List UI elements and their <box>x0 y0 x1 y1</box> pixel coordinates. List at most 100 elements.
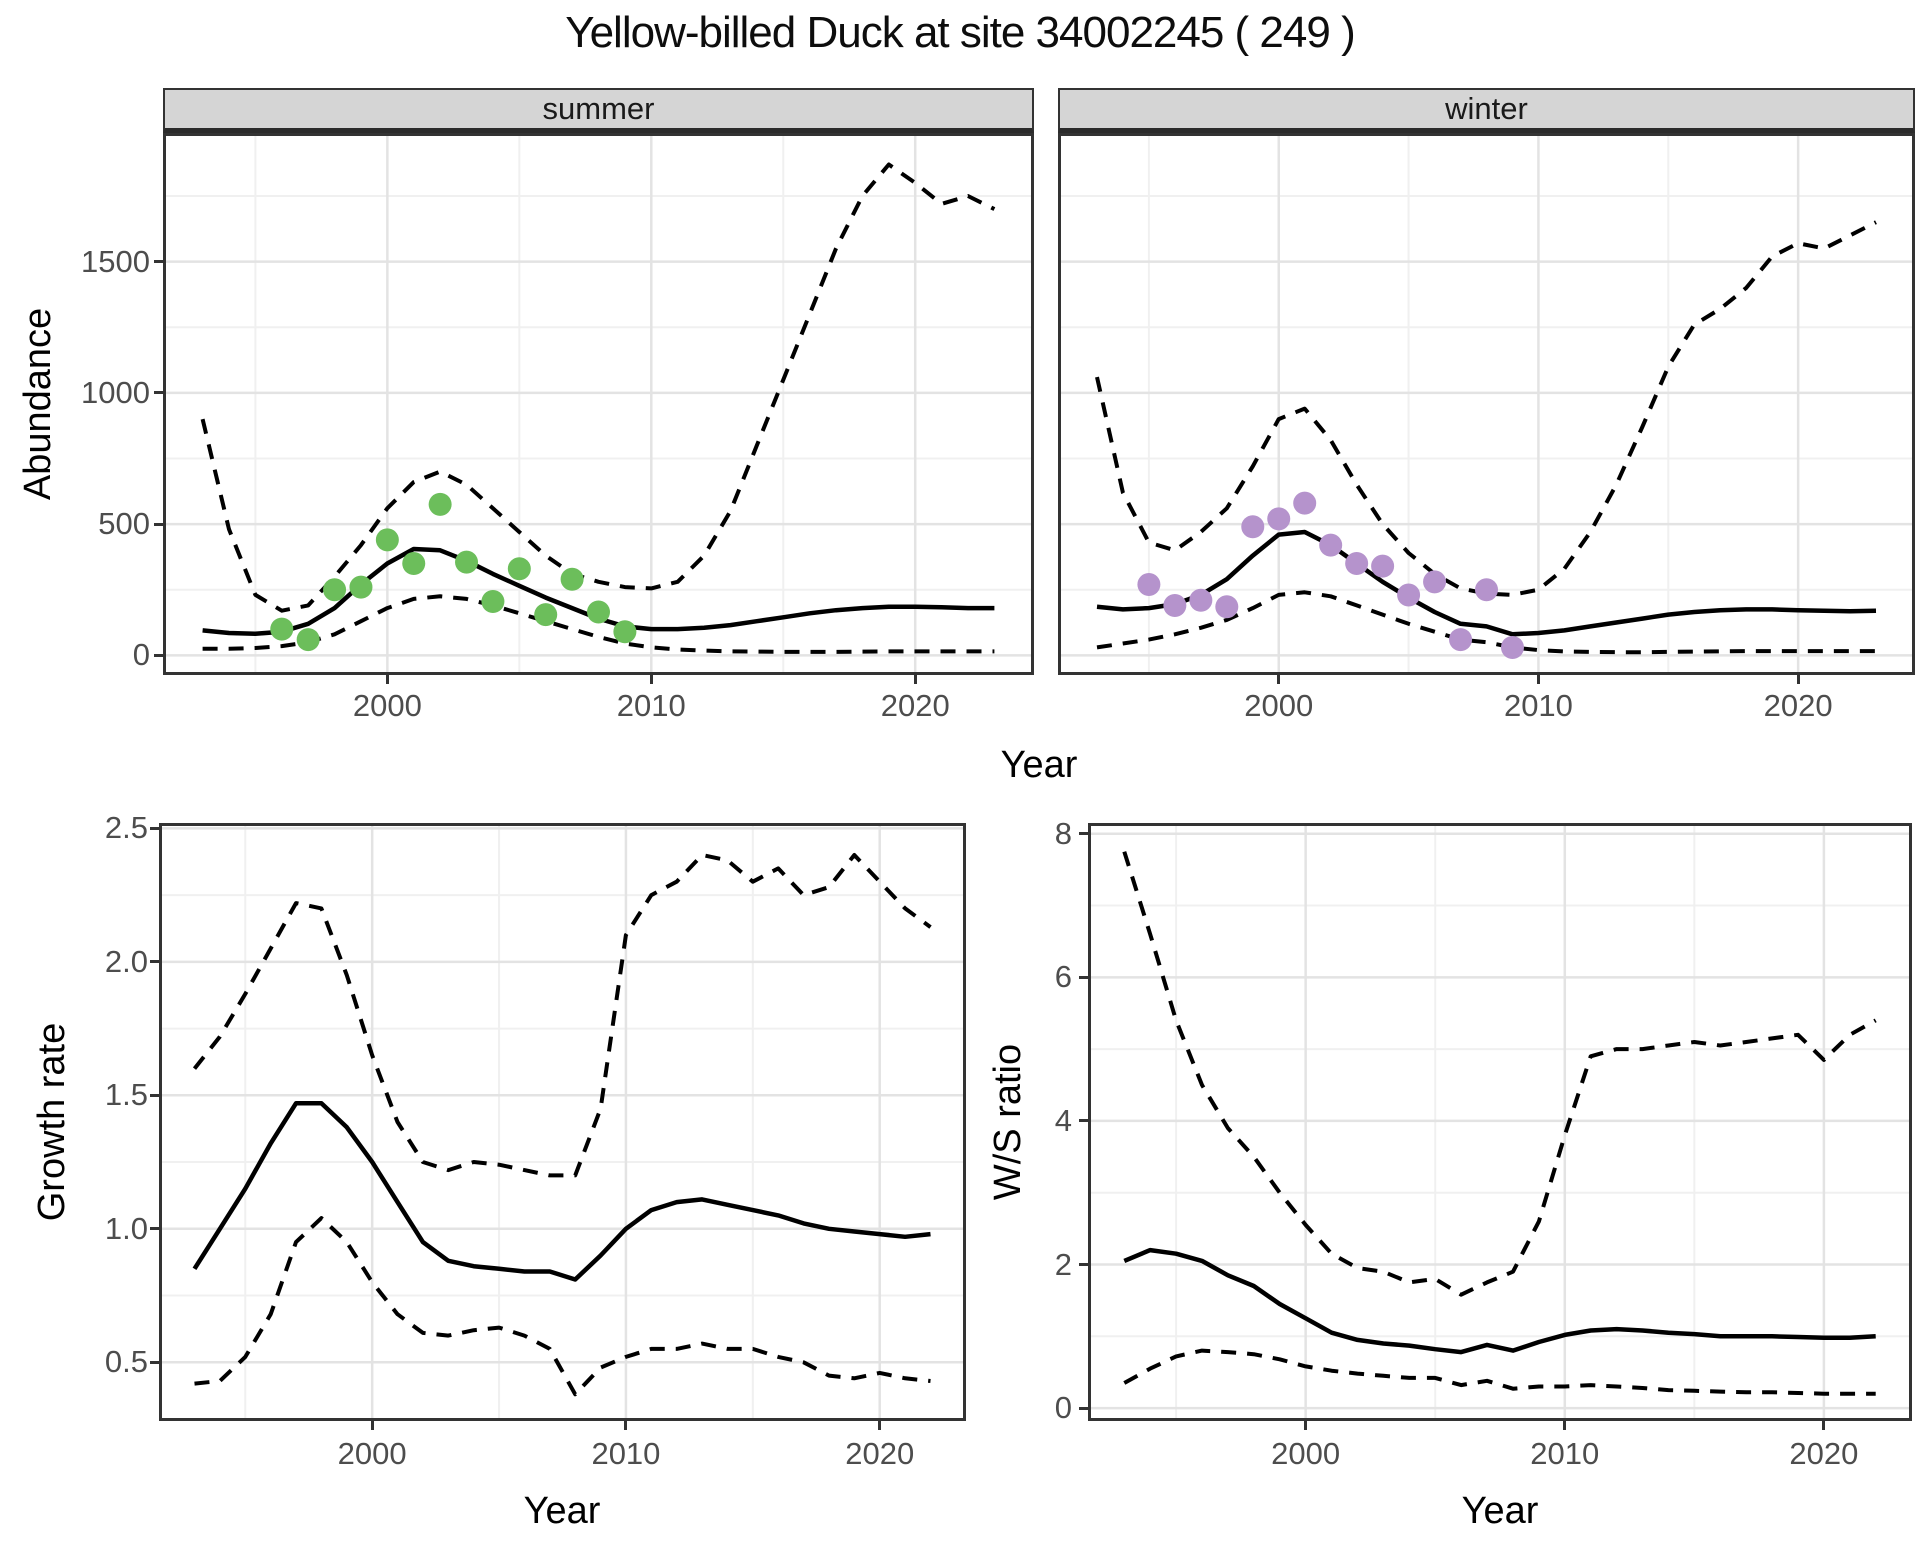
x-axis-tick-label: 2010 <box>1503 688 1573 723</box>
y-axis-tick-mark <box>150 1227 159 1231</box>
y-axis-tick-label: 0 <box>1054 1390 1072 1426</box>
plot-panel-abundance-summer <box>163 133 1034 675</box>
data-point-observed_counts <box>534 603 558 627</box>
y-axis-tick-label: 1.0 <box>104 1210 148 1246</box>
y-axis-tick-label: 6 <box>1054 959 1072 995</box>
data-point-observed_counts <box>1241 515 1265 539</box>
y-axis-tick-label: 1500 <box>81 243 150 279</box>
data-point-observed_counts <box>323 578 347 602</box>
panel-border <box>1088 823 1912 1421</box>
x-axis-tick-label: 2020 <box>845 1436 915 1471</box>
x-axis-tick-mark <box>385 675 389 684</box>
data-point-observed_counts <box>1345 551 1369 575</box>
data-point-observed_counts <box>1293 491 1317 515</box>
chart-surface <box>1088 823 1912 1421</box>
x-axis-tick-label: 2010 <box>1530 1436 1600 1471</box>
x-axis-title-year-top: Year <box>1000 744 1078 786</box>
y-axis-tick-mark <box>1079 1119 1088 1123</box>
x-axis-tick-label: 2010 <box>616 688 686 723</box>
data-point-observed_counts <box>1215 595 1239 619</box>
y-axis-tick-mark <box>150 1360 159 1364</box>
data-point-observed_counts <box>560 567 584 591</box>
series-line-ci_upper <box>192 853 932 1178</box>
x-axis-tick-label: 2000 <box>352 688 422 723</box>
x-axis-tick-mark <box>1796 675 1800 684</box>
series-line-ci_lower <box>1096 590 1876 655</box>
x-axis-tick-label: 2010 <box>591 1436 661 1471</box>
y-axis-tick-mark <box>1079 1406 1088 1410</box>
plot-panel-growth-rate <box>159 823 966 1421</box>
series-line-ci_upper <box>1095 220 1877 597</box>
data-point-observed_counts <box>1189 588 1213 612</box>
series-line-modelled_median <box>1096 529 1877 637</box>
data-point-observed_counts <box>1319 533 1343 557</box>
x-axis-tick-mark <box>878 1421 882 1430</box>
x-axis-tick-label: 2020 <box>1789 1436 1859 1471</box>
x-axis-tick-mark <box>1563 1421 1567 1430</box>
x-axis-tick-mark <box>1304 1421 1308 1430</box>
x-axis-tick-mark <box>649 675 653 684</box>
chart-surface <box>1058 133 1915 675</box>
x-axis-tick-label: 2000 <box>1244 688 1314 723</box>
facet-strip-summer: summer <box>163 88 1034 133</box>
data-point-observed_counts <box>296 628 320 652</box>
y-axis-tick-label: 8 <box>1054 815 1072 851</box>
panel-border <box>1058 133 1915 675</box>
plot-panel-abundance-winter <box>1058 133 1915 675</box>
y-axis-tick-label: 0 <box>132 637 150 673</box>
data-point-observed_counts <box>428 492 452 516</box>
data-point-observed_counts <box>1163 593 1187 617</box>
y-axis-tick-mark <box>154 522 163 526</box>
series-line-ci_upper <box>1122 851 1877 1297</box>
y-axis-tick-mark <box>150 960 159 964</box>
y-axis-tick-label: 4 <box>1054 1102 1072 1138</box>
figure-title: Yellow-billed Duck at site 34002245 ( 24… <box>565 8 1355 57</box>
y-axis-tick-label: 2.0 <box>104 943 148 979</box>
x-axis-title-year-growth: Year <box>523 1490 601 1532</box>
x-axis-tick-mark <box>1277 675 1281 684</box>
x-axis-tick-mark <box>1822 1421 1826 1430</box>
data-point-observed_counts <box>613 620 637 644</box>
y-axis-tick-mark <box>1079 1263 1088 1266</box>
y-axis-tick-label: 1000 <box>81 374 150 410</box>
x-axis-tick-mark <box>624 1421 628 1430</box>
series-line-ci_lower <box>1123 1348 1876 1396</box>
data-point-observed_counts <box>402 551 426 575</box>
facet-strip-summer-label: summer <box>542 91 655 126</box>
x-axis-tick-mark <box>370 1421 374 1430</box>
data-point-observed_counts <box>1137 572 1161 596</box>
data-point-observed_counts <box>1267 507 1291 531</box>
y-axis-tick-mark <box>1079 975 1088 979</box>
y-axis-tick-mark <box>154 653 163 657</box>
data-point-observed_counts <box>507 557 531 581</box>
facet-strip-winter: winter <box>1058 88 1915 133</box>
data-point-observed_counts <box>1423 570 1447 594</box>
series-line-ci_lower <box>202 594 995 654</box>
y-axis-tick-mark <box>150 1093 159 1097</box>
data-point-observed_counts <box>587 600 610 624</box>
data-point-observed_counts <box>1500 635 1524 659</box>
data-point-observed_counts <box>455 550 479 574</box>
data-point-observed_counts <box>270 617 294 641</box>
plot-panel-ws-ratio <box>1088 823 1912 1421</box>
y-axis-tick-label: 500 <box>98 506 150 542</box>
x-axis-tick-label: 2000 <box>1271 1436 1341 1471</box>
series-line-growth_rate_median <box>192 1101 931 1282</box>
series-line-ci_upper <box>200 162 996 613</box>
y-axis-tick-label: 2 <box>1054 1246 1072 1282</box>
data-point-observed_counts <box>375 528 399 552</box>
panel-border <box>159 823 966 1421</box>
x-axis-tick-label: 2020 <box>880 688 950 723</box>
y-axis-tick-mark <box>150 826 159 830</box>
y-axis-tick-mark <box>1079 832 1088 836</box>
y-axis-tick-mark <box>154 260 163 264</box>
chart-surface <box>159 823 966 1421</box>
y-axis-tick-mark <box>154 391 163 395</box>
facet-strip-winter-label: winter <box>1445 91 1528 126</box>
x-axis-tick-mark <box>1536 675 1540 684</box>
data-point-observed_counts <box>1397 583 1421 607</box>
x-axis-tick-label: 2020 <box>1763 688 1833 723</box>
x-axis-tick-mark <box>913 675 917 684</box>
y-axis-tick-label: 0.5 <box>104 1344 148 1380</box>
